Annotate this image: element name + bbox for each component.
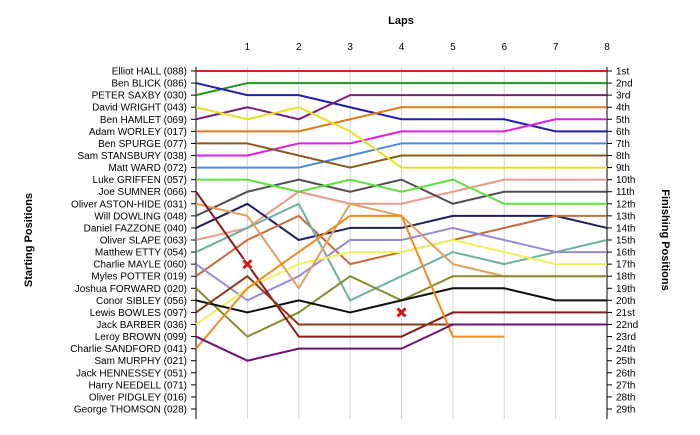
finishing-position-label: 19th: [616, 284, 635, 295]
finishing-position-label: 25th: [616, 356, 635, 367]
finishing-position-label: 28th: [616, 392, 635, 403]
x-tick-label: 7: [553, 42, 559, 53]
starting-position-label: Sam STANSBURY (038): [78, 151, 187, 162]
starting-position-label: Myles POTTER (019): [91, 272, 187, 283]
finishing-position-label: 6th: [616, 127, 630, 138]
starting-position-label: Lewis BOWLES (097): [90, 308, 187, 319]
y-axis-title-right: Finishing Positions: [659, 189, 671, 290]
starting-position-label: Charlie SANDFORD (041): [70, 344, 187, 355]
series-line: [195, 106, 607, 169]
series-line: [195, 191, 607, 338]
starting-position-label: George THOMSON (028): [74, 405, 187, 416]
retirement-cross-stroke: [396, 307, 407, 318]
finishing-position-label: 26th: [616, 368, 635, 379]
finishing-position-label: 1st: [616, 67, 630, 78]
series-line: [195, 287, 607, 314]
finishing-position-label: 22nd: [616, 320, 638, 331]
starting-position-label: Ben SPURGE (077): [98, 139, 187, 150]
series-line: [195, 202, 608, 302]
retirement-markers: [242, 259, 407, 318]
finishing-position-label: 13th: [616, 211, 635, 222]
x-tick-label: 1: [245, 42, 251, 53]
starting-position-label: Sam MURPHY (021): [94, 356, 187, 367]
series-line: [196, 142, 607, 169]
finishing-position-label: 2nd: [616, 79, 633, 90]
finishing-position-label: 17th: [616, 260, 635, 271]
series-line: [195, 82, 607, 97]
retirement-marker: [242, 259, 253, 270]
x-tick-label: 6: [501, 42, 507, 53]
retirement-marker: [396, 307, 407, 318]
starting-position-label: Leroy BROWN (099): [95, 332, 187, 343]
finishing-position-label: 3rd: [616, 91, 630, 102]
starting-position-label: Harry NEEDELL (071): [88, 380, 187, 391]
finishing-position-label: 18th: [616, 272, 635, 283]
series-line: [195, 82, 607, 133]
starting-position-label: Ben HAMLET (069): [100, 115, 187, 126]
x-axis-title: Laps: [388, 15, 414, 27]
retirement-cross-stroke: [242, 259, 253, 270]
series-line: [195, 202, 608, 241]
starting-position-label: Joshua FORWARD (020): [75, 284, 187, 295]
finishing-position-label: 20th: [616, 296, 635, 307]
series-line: [196, 178, 607, 205]
finishing-position-label: 8th: [616, 151, 630, 162]
series-line: [195, 214, 505, 350]
starting-position-label: Oliver SLAPE (063): [100, 236, 187, 247]
series-line: [195, 323, 607, 362]
x-tick-label: 3: [347, 42, 353, 53]
starting-position-label: Daniel FAZZONE (040): [84, 223, 187, 234]
series-line: [196, 118, 607, 157]
finishing-position-label: 11th: [616, 187, 635, 198]
y-axis-title-left: Starting Positions: [23, 193, 35, 287]
finishing-position-label: 27th: [616, 380, 635, 391]
axis-labels: 1 2 3 4 5 6 7 8 Elliot HALL (088) 1st Ben BLICK (0…: [70, 42, 638, 416]
series-line: [196, 142, 607, 169]
finishing-position-label: 5th: [616, 115, 630, 126]
starting-position-label: PETER SAXBY (030): [92, 91, 187, 102]
finishing-position-label: 15th: [616, 236, 635, 247]
starting-position-label: Matthew ETTY (054): [95, 248, 187, 259]
starting-position-label: Elliot HALL (088): [112, 67, 187, 78]
starting-position-label: Joe SUMNER (066): [99, 187, 187, 198]
starting-position-label: Conor SIBLEY (056): [96, 296, 187, 307]
finishing-position-label: 23rd: [616, 332, 636, 343]
starting-position-label: David WRIGHT (043): [92, 103, 187, 114]
finishing-position-label: 14th: [616, 223, 635, 234]
starting-position-label: Will DOWLING (048): [94, 211, 187, 222]
x-tick-label: 2: [296, 42, 302, 53]
starting-position-label: Luke GRIFFEN (057): [93, 175, 187, 186]
series-lines: [195, 70, 608, 362]
x-tick-label: 4: [399, 42, 405, 53]
finishing-position-label: 21st: [616, 308, 635, 319]
starting-position-label: Charlie MAYLE (060): [93, 260, 187, 271]
finishing-position-label: 4th: [616, 103, 630, 114]
x-tick-label: 5: [450, 42, 456, 53]
finishing-position-label: 7th: [616, 139, 630, 150]
finishing-position-label: 24th: [616, 344, 635, 355]
finishing-position-label: 16th: [616, 248, 635, 259]
finishing-position-label: 9th: [616, 163, 630, 174]
finishing-position-label: 12th: [616, 199, 635, 210]
starting-position-label: Oliver PIDGLEY (016): [89, 392, 187, 403]
series-line: [196, 106, 607, 133]
starting-position-label: Jack HENNESSEY (051): [76, 368, 187, 379]
starting-position-label: Matt WARD (072): [108, 163, 187, 174]
grid: [191, 67, 612, 419]
finishing-position-label: 29th: [616, 405, 635, 416]
series-line: [195, 239, 607, 326]
x-tick-label: 8: [604, 42, 610, 53]
starting-position-label: Oliver ASTON-HIDE (031): [71, 199, 187, 210]
starting-position-label: Adam WORLEY (017): [89, 127, 187, 138]
starting-position-label: Jack BARBER (036): [96, 320, 187, 331]
finishing-position-label: 10th: [616, 175, 635, 186]
series-line: [195, 94, 607, 121]
starting-position-label: Ben BLICK (086): [111, 79, 187, 90]
series-line: [195, 178, 607, 217]
